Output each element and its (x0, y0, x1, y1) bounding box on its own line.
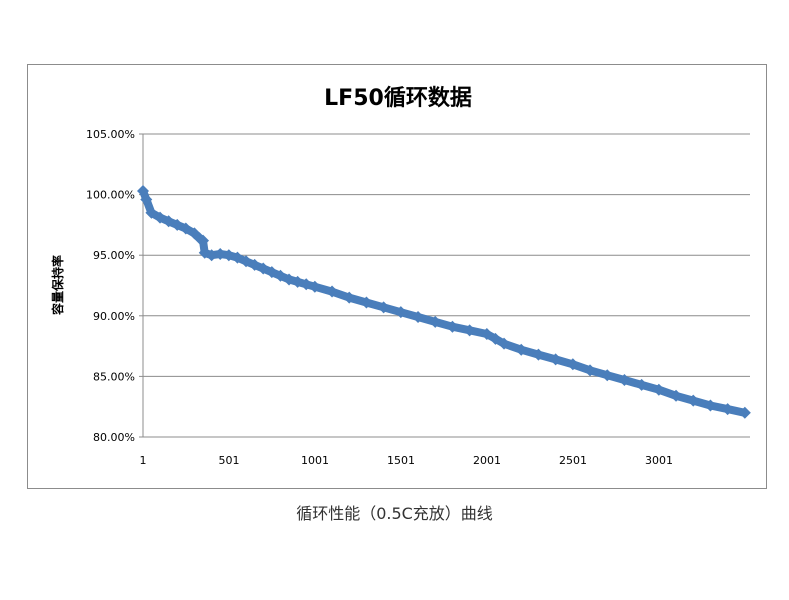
series-point-0-20 (283, 273, 296, 286)
series-point-0-30 (429, 315, 442, 328)
series-point-0-9 (197, 234, 210, 247)
series-point-0-39 (566, 358, 579, 371)
y-axis-label: 容量保持率 (50, 255, 65, 316)
series-point-0-12 (214, 247, 227, 260)
series-point-0-29 (412, 311, 425, 324)
series-point-0-38 (549, 353, 562, 366)
series-point-0-28 (394, 306, 407, 319)
axis-layer (139, 133, 750, 438)
series-point-0-47 (704, 399, 717, 412)
chart-svg: 80.00%85.00%90.00%95.00%100.00%105.00%1 5… (50, 85, 751, 467)
series-point-0-5 (171, 218, 184, 231)
x-tick-label-3001: 3001 (645, 454, 673, 467)
x-tick-label-1501: 1501 (387, 454, 415, 467)
series-point-0-34 (489, 332, 502, 345)
x-tick-label-2001: 2001 (473, 454, 501, 467)
x-tick-label-501: 501 (219, 454, 240, 467)
label-layer: 80.00%85.00%90.00%95.00%100.00%105.00%1 5… (86, 128, 673, 467)
y-tick-label-100.00%: 100.00% (86, 189, 135, 202)
series-point-0-19 (274, 269, 287, 282)
series-point-0-49 (738, 406, 751, 419)
series-point-0-25 (343, 291, 356, 304)
series-point-0-46 (687, 394, 700, 407)
series-line-0 (139, 187, 749, 417)
series-layer (137, 184, 751, 419)
series-point-0-4 (162, 215, 175, 228)
series-point-0-31 (446, 320, 459, 333)
series-point-0-37 (532, 348, 545, 361)
series-point-0-45 (670, 389, 683, 402)
series-point-0-26 (360, 296, 373, 309)
x-tick-label-1: 1 (140, 454, 147, 467)
series-point-0-16 (248, 258, 261, 271)
series-point-0-36 (515, 343, 528, 356)
series-point-0-22 (300, 278, 313, 291)
series-point-0-17 (257, 262, 270, 275)
series-point-0-24 (326, 285, 339, 298)
series-point-0-42 (618, 374, 631, 387)
series-point-0-27 (377, 301, 390, 314)
series-point-0-2 (145, 206, 158, 219)
chart-frame: 80.00% 85.00% 90.00% 95.00% 100.00% 105.00% 1 5… (27, 64, 767, 489)
series-point-0-11 (205, 249, 218, 262)
y-tick-label-105.00%: 105.00% (86, 128, 135, 141)
y-tick-label-85.00%: 85.00% (93, 370, 135, 383)
y-tick-label-95.00%: 95.00% (93, 249, 135, 262)
series-point-0-21 (291, 275, 304, 288)
series-point-0-43 (635, 378, 648, 391)
chart-title: LF50循环数据 (324, 85, 472, 111)
series-point-0-44 (652, 383, 665, 396)
series-point-0-23 (308, 280, 321, 293)
series-point-0-48 (721, 403, 734, 416)
series-point-0-40 (584, 364, 597, 377)
series-point-0-32 (463, 324, 476, 337)
series-point-0-0 (137, 184, 149, 197)
series-point-0-33 (480, 327, 493, 340)
series-point-0-14 (231, 251, 244, 264)
y-tick-label-80.00%: 80.00% (93, 431, 135, 444)
grid-layer (143, 133, 750, 377)
series-point-0-35 (498, 337, 511, 350)
series-point-0-1 (140, 193, 153, 206)
chart-caption: 循环性能（0.5C充放）曲线 (296, 504, 493, 523)
series-point-0-3 (154, 211, 167, 224)
series-point-0-41 (601, 369, 614, 382)
series-point-0-6 (179, 222, 192, 235)
series-point-0-18 (265, 266, 278, 279)
x-tick-label-1001: 1001 (301, 454, 329, 467)
x-tick-label-2501: 2501 (559, 454, 587, 467)
series-point-0-13 (222, 249, 235, 262)
y-tick-label-90.00%: 90.00% (93, 310, 135, 323)
series-point-0-15 (240, 255, 253, 268)
